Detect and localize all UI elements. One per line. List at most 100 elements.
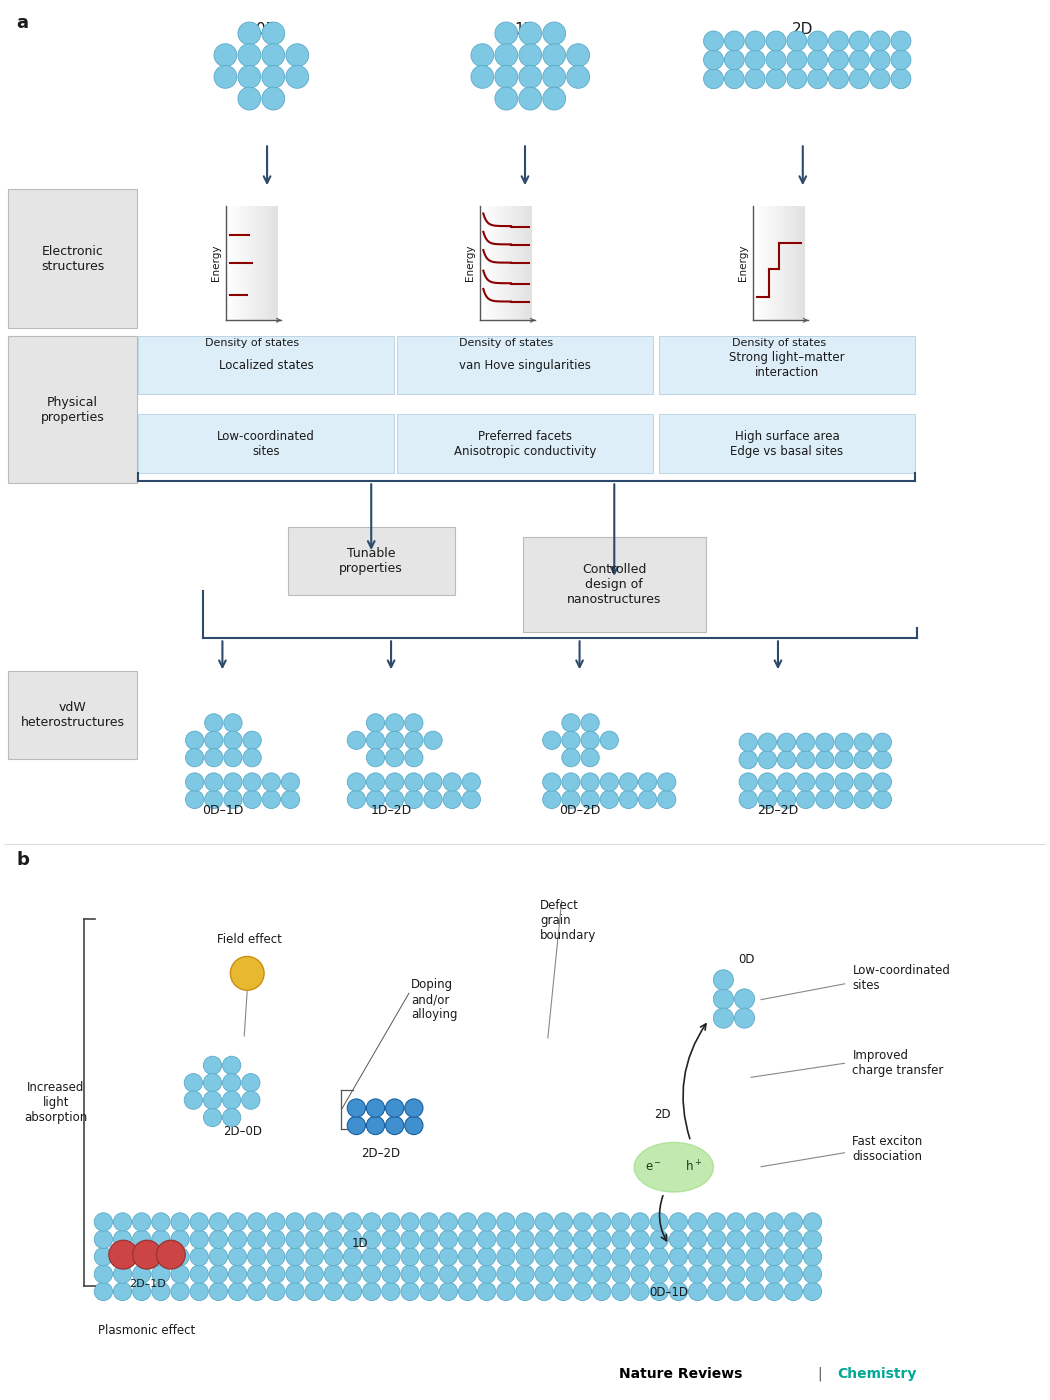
Circle shape	[581, 790, 600, 809]
Bar	[506, 206, 508, 321]
Circle shape	[708, 1247, 726, 1266]
Circle shape	[152, 1212, 170, 1231]
Bar	[495, 206, 496, 321]
Circle shape	[516, 1231, 534, 1249]
Text: Density of states: Density of states	[732, 339, 826, 349]
Circle shape	[807, 31, 827, 50]
Circle shape	[229, 1231, 247, 1249]
FancyBboxPatch shape	[139, 336, 394, 393]
Circle shape	[478, 1212, 496, 1231]
Circle shape	[343, 1212, 361, 1231]
Circle shape	[631, 1266, 649, 1284]
Circle shape	[497, 1247, 514, 1266]
Bar	[774, 206, 776, 321]
Circle shape	[385, 731, 404, 749]
Circle shape	[439, 1212, 458, 1231]
Text: 2D–2D: 2D–2D	[757, 805, 799, 818]
Circle shape	[306, 1266, 323, 1284]
Text: Physical
properties: Physical properties	[41, 396, 105, 424]
Circle shape	[803, 1212, 822, 1231]
Circle shape	[238, 87, 260, 111]
Circle shape	[171, 1231, 189, 1249]
Circle shape	[766, 31, 785, 50]
Circle shape	[366, 790, 384, 809]
Text: 2D–1D: 2D–1D	[129, 1278, 166, 1288]
Circle shape	[286, 1212, 304, 1231]
Circle shape	[581, 773, 600, 791]
Circle shape	[261, 87, 285, 111]
Bar	[509, 206, 511, 321]
Circle shape	[242, 1074, 260, 1092]
Bar	[755, 206, 757, 321]
Circle shape	[459, 1266, 477, 1284]
Bar	[517, 206, 519, 321]
Text: Defect
grain
boundary: Defect grain boundary	[540, 899, 596, 942]
Circle shape	[243, 749, 261, 767]
FancyBboxPatch shape	[659, 414, 915, 473]
Circle shape	[420, 1266, 438, 1284]
Circle shape	[459, 1231, 477, 1249]
Circle shape	[689, 1212, 707, 1231]
Circle shape	[224, 790, 243, 809]
Circle shape	[343, 1231, 361, 1249]
Text: Localized states: Localized states	[218, 358, 314, 371]
Circle shape	[797, 790, 815, 809]
Circle shape	[132, 1266, 151, 1284]
Bar	[271, 206, 273, 321]
Bar	[757, 206, 758, 321]
Circle shape	[424, 790, 442, 809]
Circle shape	[214, 66, 237, 88]
Circle shape	[94, 1266, 112, 1284]
Text: Doping
and/or
alloying: Doping and/or alloying	[411, 979, 458, 1022]
Circle shape	[443, 773, 461, 791]
Bar	[758, 206, 760, 321]
Circle shape	[777, 790, 796, 809]
Circle shape	[828, 69, 848, 88]
Circle shape	[631, 1247, 649, 1266]
Circle shape	[267, 1212, 285, 1231]
Circle shape	[554, 1266, 572, 1284]
Circle shape	[478, 1282, 496, 1301]
Circle shape	[184, 1091, 203, 1109]
Circle shape	[573, 1247, 591, 1266]
Circle shape	[739, 734, 757, 752]
Circle shape	[306, 1247, 323, 1266]
Circle shape	[746, 1231, 764, 1249]
Bar	[233, 206, 235, 321]
Circle shape	[657, 790, 676, 809]
Circle shape	[261, 43, 285, 67]
Circle shape	[543, 790, 561, 809]
Circle shape	[385, 1099, 404, 1117]
Text: Chemistry: Chemistry	[838, 1366, 917, 1380]
Bar	[513, 206, 514, 321]
Circle shape	[171, 1282, 189, 1301]
Bar	[242, 206, 244, 321]
Bar	[514, 206, 517, 321]
Circle shape	[478, 1231, 496, 1249]
Circle shape	[650, 1282, 669, 1301]
Bar	[779, 206, 781, 321]
Circle shape	[362, 1231, 381, 1249]
Circle shape	[385, 749, 404, 767]
Bar	[522, 206, 523, 321]
Circle shape	[306, 1212, 323, 1231]
FancyBboxPatch shape	[8, 671, 138, 759]
Circle shape	[343, 1282, 361, 1301]
Circle shape	[286, 43, 309, 67]
Circle shape	[669, 1282, 688, 1301]
Text: 2D–0D: 2D–0D	[223, 1126, 261, 1138]
Circle shape	[704, 69, 723, 88]
Circle shape	[382, 1247, 400, 1266]
Circle shape	[223, 1091, 240, 1109]
Circle shape	[874, 790, 891, 809]
Circle shape	[519, 66, 542, 88]
Bar	[268, 206, 270, 321]
Text: h$^+$: h$^+$	[685, 1159, 702, 1175]
Text: Tunable
properties: Tunable properties	[339, 547, 403, 575]
Circle shape	[186, 731, 204, 749]
Circle shape	[536, 1247, 553, 1266]
Circle shape	[704, 50, 723, 70]
Circle shape	[638, 773, 656, 791]
Circle shape	[343, 1247, 361, 1266]
Bar	[247, 206, 249, 321]
